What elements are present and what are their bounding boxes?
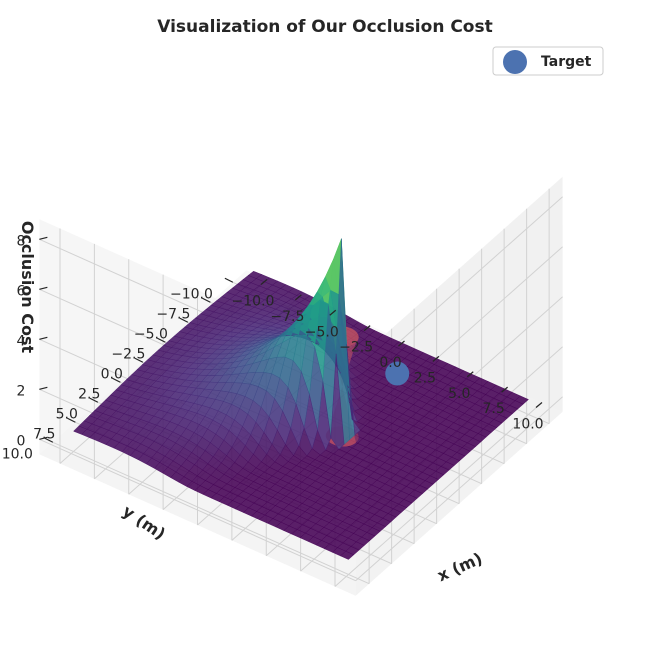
y-tick-label: 10.0 — [2, 446, 33, 462]
chart-title: Visualization of Our Occlusion Cost — [157, 17, 492, 37]
y-tick-label: −7.5 — [156, 306, 190, 322]
legend-marker-target — [503, 50, 527, 74]
x-tick — [294, 294, 302, 301]
y-tick — [157, 337, 166, 343]
target-marker-layer — [385, 361, 410, 386]
y-tick — [67, 417, 76, 423]
x-tick-label: 7.5 — [482, 401, 504, 417]
y-tick-label: 2.5 — [78, 386, 100, 402]
x-tick-label: −10.0 — [232, 294, 275, 310]
x-tick-label: 10.0 — [512, 417, 543, 433]
y-tick — [179, 317, 189, 323]
surface-patch — [115, 405, 130, 414]
z-tick-label: 0 — [16, 433, 25, 449]
y-tick-label: −2.5 — [111, 346, 145, 362]
x-tick — [363, 325, 371, 332]
z-tick-label: 2 — [16, 383, 25, 399]
x-tick-label: −5.0 — [305, 324, 339, 340]
grid-line-y — [52, 441, 370, 585]
x-axis-label: x (m) — [434, 549, 485, 586]
x-tick-label: −7.5 — [270, 309, 304, 325]
x-tick-label: −2.5 — [339, 340, 373, 356]
y-tick-label: 0.0 — [101, 366, 123, 382]
grid-line-z — [39, 438, 356, 582]
x-tick — [432, 355, 440, 362]
y-tick — [44, 437, 54, 443]
y-tick — [134, 357, 144, 363]
y-tick — [89, 397, 99, 403]
x-tick — [398, 340, 405, 347]
surface-patch — [330, 353, 345, 450]
x-tick — [329, 309, 337, 316]
z-tick — [39, 236, 48, 240]
surface-patch — [129, 424, 144, 435]
z-tick — [39, 386, 48, 390]
y-tick-label: 7.5 — [33, 426, 55, 442]
x-tick-label: 5.0 — [448, 386, 470, 402]
z-tick — [39, 336, 48, 340]
y-tick-label: 5.0 — [56, 406, 78, 422]
z-tick-label: 6 — [16, 283, 25, 299]
y-tick — [112, 377, 121, 383]
y-tick — [224, 277, 234, 283]
target-marker — [385, 361, 410, 386]
x-tick-label: 2.5 — [414, 370, 436, 386]
surface-patch — [118, 392, 133, 401]
x-tick — [466, 371, 474, 378]
surface-upper — [115, 238, 361, 456]
x-tick — [501, 386, 509, 393]
z-axis-label: Occlusion Cost — [18, 221, 37, 354]
z-tick — [39, 286, 48, 290]
x-tick — [260, 279, 268, 285]
y-tick-label: −5.0 — [134, 326, 168, 342]
surface-patch — [346, 344, 361, 436]
z-tick — [39, 436, 48, 440]
x-tick-label: 0.0 — [379, 355, 401, 371]
surface-patch — [118, 413, 133, 423]
surface-patch — [73, 425, 88, 435]
legend: Target — [492, 46, 604, 76]
surface — [73, 270, 529, 560]
z-tick-label: 8 — [16, 233, 25, 249]
tick-layer: −10.0−7.5−5.0−2.50.02.55.07.510.0−10.0−7… — [2, 233, 544, 462]
z-tick-label: 4 — [16, 333, 25, 349]
y-tick — [202, 297, 211, 303]
legend-label-target: Target — [541, 54, 592, 70]
surface-patch — [120, 379, 135, 388]
x-tick — [535, 402, 543, 408]
grid-line-z — [355, 396, 563, 582]
y-tick-label: −10.0 — [170, 286, 213, 302]
